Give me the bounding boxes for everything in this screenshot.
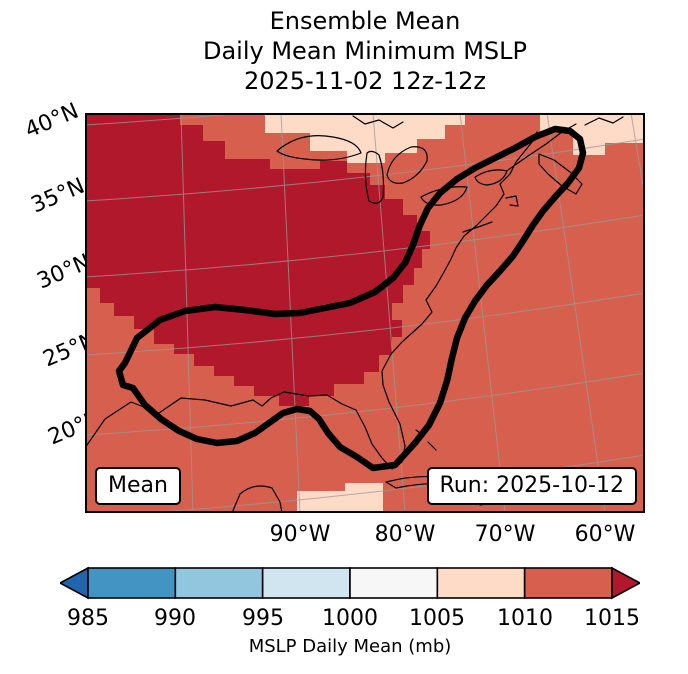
x-tick-70w: 70°W [474, 522, 536, 547]
cbar-tick-995: 995 [242, 606, 284, 631]
figure-title: Ensemble Mean Daily Mean Minimum MSLP 20… [85, 6, 645, 96]
map-fill-1005-1010-north [265, 113, 465, 163]
lake-huron [386, 146, 428, 184]
map-fill-over-1015 [85, 113, 430, 406]
x-tick-80w: 80°W [374, 522, 436, 547]
mean-annotation-label: Mean [108, 473, 168, 498]
run-annotation-label: Run: 2025-10-12 [439, 473, 624, 498]
map-canvas [85, 113, 645, 513]
coast-nova-scotia [538, 153, 583, 195]
graticule-lines [85, 113, 645, 513]
coast-gulf-eastcoast [86, 131, 538, 470]
run-annotation-box: Run: 2025-10-12 [426, 467, 637, 505]
colorbar-over-arrow [611, 566, 642, 600]
y-tick-40n: 40°N [21, 98, 83, 144]
cbar-tick-990: 990 [154, 606, 196, 631]
map-border [85, 113, 645, 513]
x-tick-60w: 60°W [574, 522, 636, 547]
coast-yucatan [231, 485, 283, 513]
colorbar-ticks: 985 990 995 1000 1005 1010 1015 [60, 604, 640, 634]
y-tick-35n: 35°N [27, 173, 89, 219]
coast-cape-cod [505, 195, 519, 207]
colorbar-seg-1000-1005 [349, 567, 439, 599]
title-line-2: Daily Mean Minimum MSLP [202, 37, 527, 65]
title-line-1: Ensemble Mean [269, 7, 461, 35]
cbar-tick-1005: 1005 [409, 606, 465, 631]
lake-ontario [474, 169, 508, 186]
colorbar-seg-1005-1010 [436, 567, 526, 599]
coast-newfoundland [584, 116, 624, 126]
colorbar-seg-1010-1015 [523, 567, 613, 599]
mean-annotation-box: Mean [95, 467, 181, 505]
cbar-tick-985: 985 [67, 606, 109, 631]
colorbar-canvas [58, 566, 642, 600]
map-panel: Mean Run: 2025-10-12 [85, 113, 645, 513]
highlight-contour [115, 125, 587, 472]
lake-michigan [364, 150, 385, 204]
colorbar-under-arrow [58, 566, 89, 600]
colorbar-seg-985-990 [87, 567, 177, 599]
title-line-3: 2025-11-02 12z-12z [243, 67, 487, 95]
coast-north-shore [352, 115, 404, 129]
colorbar-seg-990-995 [174, 567, 264, 599]
map-fill-1005-1010-northeast [540, 113, 645, 155]
coast-long-island [462, 221, 493, 233]
cbar-tick-1010: 1010 [497, 606, 553, 631]
colorbar: 985 990 995 1000 1005 1010 1015 MSLP Dai… [58, 566, 642, 657]
x-tick-90w: 90°W [269, 522, 331, 547]
cbar-tick-1000: 1000 [322, 606, 378, 631]
map-fill-1005-1010-south [297, 483, 383, 513]
colorbar-seg-995-1000 [261, 567, 351, 599]
cbar-tick-1015: 1015 [584, 606, 640, 631]
lake-superior [276, 135, 362, 161]
colorbar-label: MSLP Daily Mean (mb) [248, 636, 452, 657]
